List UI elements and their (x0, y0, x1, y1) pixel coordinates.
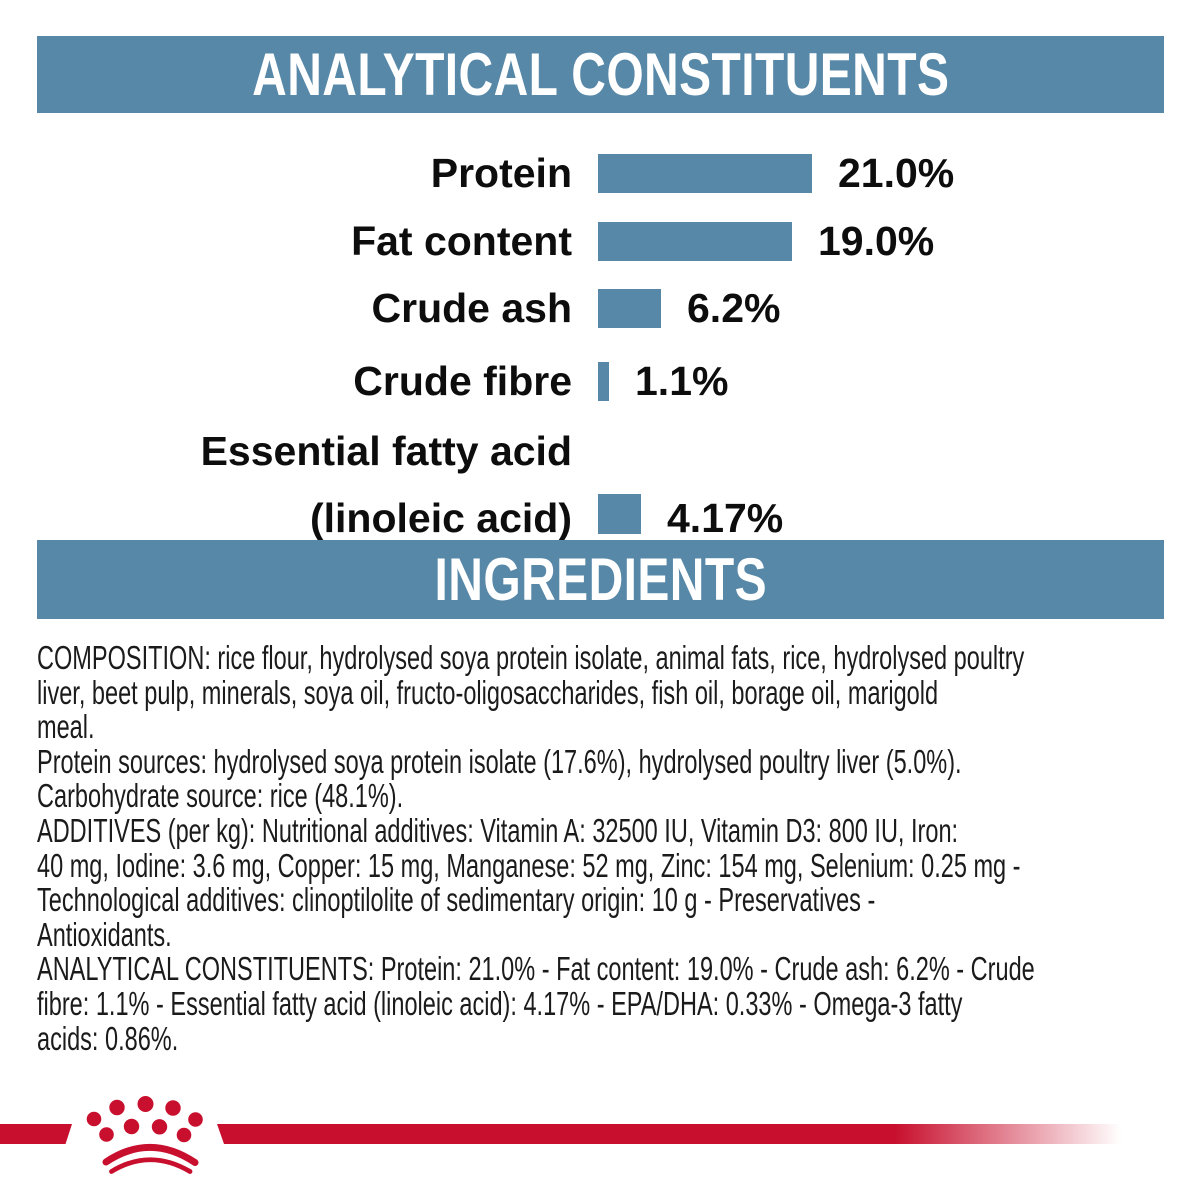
analytical-constituents-bar-chart: Protein 21.0% Fat content 19.0% Crude as… (0, 149, 1200, 552)
composition-text-line: Antioxidants. (37, 915, 172, 953)
bar-label-essential-fatty-acid-line1: Essential fatty acid (200, 428, 572, 474)
bar-value-crude-ash: 6.2% (687, 285, 781, 331)
composition-text-block: COMPOSITION: rice flour, hydrolysed soya… (37, 639, 1164, 1057)
royal-canin-crown-icon (86, 1096, 203, 1174)
chart-row-crude-fibre: Crude fibre 1.1% (0, 357, 1200, 404)
bar-label-crude-ash: Crude ash (371, 284, 573, 331)
chart-row-fat-content: Fat content 19.0% (0, 217, 1200, 264)
composition-text-line: fibre: 1.1% - Essential fatty acid (lino… (37, 984, 963, 1022)
bar-label-crude-fibre: Crude fibre (353, 357, 572, 404)
composition-text-line: Carbohydrate source: rice (48.1%). (37, 777, 404, 815)
bar-fat-content (598, 221, 792, 261)
bar-crude-fibre (598, 361, 609, 401)
analytical-constituents-banner: ANALYTICAL CONSTITUENTS (37, 36, 1164, 113)
composition-text-line: acids: 0.86%. (37, 1019, 179, 1057)
composition-text-line: liver, beet pulp, minerals, soya oil, fr… (37, 673, 939, 711)
bar-protein (598, 153, 812, 193)
bar-crude-ash (598, 288, 661, 328)
bar-value-fat-content: 19.0% (818, 218, 935, 264)
composition-text-line: ADDITIVES (per kg): Nutritional additive… (37, 811, 959, 849)
bar-label-protein: Protein (430, 149, 572, 196)
composition-text-line: Protein sources: hydrolysed soya protein… (37, 742, 962, 780)
composition-text-line: 40 mg, Iodine: 3.6 mg, Copper: 15 mg, Ma… (37, 846, 1021, 884)
brand-stripe-left (0, 1124, 72, 1144)
ingredients-banner: INGREDIENTS (37, 540, 1164, 619)
ingredients-title: INGREDIENTS (434, 546, 767, 613)
chart-row-protein: Protein 21.0% (0, 149, 1200, 196)
bar-label-fat-content: Fat content (351, 217, 572, 264)
bar-value-essential-fatty-acid: 4.17% (667, 495, 784, 541)
bar-label-essential-fatty-acid-line2: (linoleic acid) (310, 495, 572, 541)
bar-label-essential-fatty-acid: Essential fatty acid (linoleic acid) (0, 418, 572, 552)
bar-value-protein: 21.0% (838, 150, 955, 196)
composition-text-line: ANALYTICAL CONSTITUENTS: Protein: 21.0% … (37, 950, 1035, 988)
chart-row-crude-ash: Crude ash 6.2% (0, 284, 1200, 331)
chart-row-essential-fatty-acid: Essential fatty acid (linoleic acid) 4.1… (0, 418, 1200, 552)
brand-stripe-right (217, 1124, 1200, 1144)
composition-text-line: Technological additives: clinoptilolite … (37, 881, 876, 919)
analytical-constituents-title: ANALYTICAL CONSTITUENTS (251, 41, 950, 108)
composition-text-line: COMPOSITION: rice flour, hydrolysed soya… (37, 639, 1025, 676)
composition-text-line: meal. (37, 708, 95, 746)
bar-value-crude-fibre: 1.1% (635, 358, 729, 404)
bar-essential-fatty-acid (598, 494, 641, 534)
